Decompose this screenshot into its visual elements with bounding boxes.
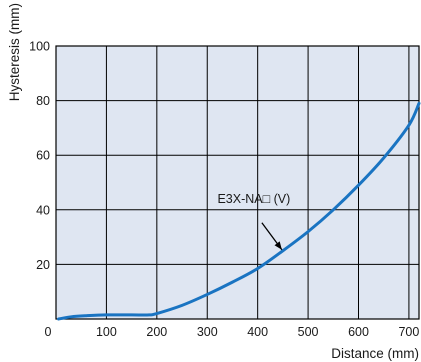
x-axis-label: Distance (mm): [331, 346, 419, 361]
x-tick-label: 100: [96, 325, 117, 339]
x-tick-label: 200: [146, 325, 167, 339]
tick-labels: 100 200 300 400 500 600 700 20 40 60 80 100 0: [29, 40, 419, 340]
y-tick-label: 80: [36, 94, 50, 108]
annotation-arrowhead: [274, 241, 282, 250]
plot-frame: [55, 45, 420, 320]
x-tick-label: 700: [398, 325, 419, 339]
series-line: [57, 101, 421, 321]
origin-tick-label: 0: [45, 325, 52, 339]
x-tick-label: 500: [298, 325, 319, 339]
x-tick-label: 300: [197, 325, 218, 339]
y-tick-label: 100: [29, 40, 50, 54]
x-tick-label: 400: [247, 325, 268, 339]
y-tick-label: 40: [36, 203, 50, 217]
grid-lines: [56, 45, 419, 319]
x-tick-label: 600: [348, 325, 369, 339]
y-tick-label: 60: [36, 149, 50, 163]
y-tick-label: 20: [36, 258, 50, 272]
annotation-label: E3X-NA□ (V): [217, 192, 290, 206]
y-axis-label: Hysteresis (mm): [7, 3, 22, 101]
